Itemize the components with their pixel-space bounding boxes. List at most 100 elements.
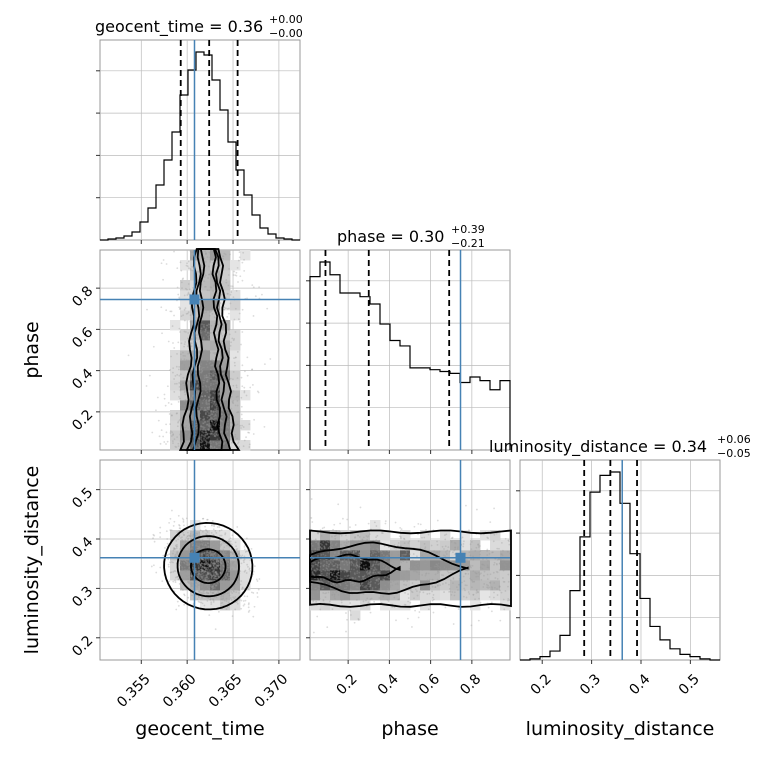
- sample-point: [218, 575, 221, 578]
- sample-point: [233, 553, 236, 556]
- sample-point: [212, 591, 214, 594]
- sample-point: [213, 525, 215, 528]
- sample-point: [236, 602, 239, 605]
- sample-point: [208, 406, 211, 408]
- density-cell: [220, 280, 231, 291]
- density-cell: [350, 610, 361, 621]
- sample-point: [197, 547, 200, 550]
- sample-point: [202, 399, 205, 402]
- sample-point: [198, 405, 201, 408]
- sample-point: [211, 586, 213, 589]
- density-cell: [480, 580, 491, 591]
- sample-point: [242, 559, 245, 562]
- sample-point: [223, 366, 226, 369]
- sample-point: [198, 576, 200, 579]
- sample-point: [212, 440, 215, 443]
- sample-point: [174, 544, 177, 547]
- sample-point: [209, 598, 212, 601]
- sample-point: [229, 562, 231, 565]
- sample-point: [451, 591, 454, 593]
- sample-point: [245, 394, 248, 397]
- sample-point: [330, 535, 333, 538]
- sample-point: [402, 560, 405, 562]
- sample-point: [389, 575, 392, 578]
- sample-point: [217, 563, 220, 566]
- sample-point: [209, 565, 212, 568]
- sample-point: [203, 564, 206, 567]
- sample-point: [408, 553, 411, 556]
- sample-point: [186, 564, 189, 566]
- sample-point: [436, 572, 439, 575]
- sample-point: [235, 386, 238, 389]
- sample-point: [201, 430, 204, 433]
- sample-point: [181, 541, 184, 544]
- sample-point: [346, 597, 349, 599]
- sample-point: [179, 432, 182, 435]
- sample-point: [229, 554, 231, 556]
- density-cell: [170, 420, 181, 431]
- sample-point: [219, 571, 222, 574]
- sample-point: [168, 580, 171, 583]
- sample-point: [444, 538, 447, 541]
- sample-point: [243, 391, 246, 394]
- sample-point: [235, 384, 238, 387]
- sample-point: [227, 437, 230, 440]
- sample-point: [319, 545, 322, 548]
- sample-point: [226, 572, 229, 575]
- sample-point: [167, 401, 170, 404]
- density-cell: [500, 580, 511, 591]
- sample-point: [209, 584, 212, 587]
- density-cell: [350, 590, 361, 601]
- sample-point: [208, 446, 211, 449]
- sample-point: [343, 594, 346, 597]
- density-cell: [410, 590, 421, 601]
- sample-point: [203, 377, 206, 379]
- sample-point: [331, 569, 334, 572]
- sample-point: [221, 420, 224, 423]
- sample-point: [233, 574, 236, 577]
- sample-point: [233, 597, 236, 600]
- sample-point: [357, 539, 360, 542]
- sample-point: [215, 572, 217, 575]
- sample-point: [323, 545, 326, 548]
- sample-point: [205, 403, 208, 406]
- sample-point: [190, 575, 193, 578]
- sample-point: [189, 250, 192, 253]
- sample-point: [507, 539, 510, 542]
- sample-point: [238, 251, 241, 254]
- sample-point: [170, 529, 173, 532]
- sample-point: [209, 553, 212, 556]
- sample-point: [201, 585, 204, 588]
- density-cell: [480, 530, 491, 541]
- sample-point: [198, 436, 201, 439]
- sample-point: [465, 558, 468, 561]
- sample-point: [206, 564, 209, 567]
- sample-point: [212, 374, 214, 377]
- sample-point: [243, 603, 246, 606]
- sample-point: [215, 405, 218, 408]
- sample-point: [237, 552, 240, 555]
- sample-point: [486, 573, 489, 576]
- density-cell: [230, 400, 241, 411]
- sample-point: [312, 561, 315, 564]
- sample-point: [169, 430, 172, 433]
- sample-point: [210, 420, 213, 423]
- sample-point: [232, 552, 234, 555]
- sample-point: [251, 368, 254, 371]
- sample-point: [414, 609, 416, 612]
- sample-point: [365, 571, 368, 574]
- sample-point: [202, 426, 205, 428]
- sample-point: [210, 286, 213, 289]
- sample-point: [220, 562, 223, 565]
- sample-point: [386, 587, 389, 590]
- sample-point: [226, 564, 229, 567]
- sample-point: [206, 592, 209, 595]
- sample-point: [184, 431, 186, 434]
- sample-point: [212, 256, 215, 259]
- sample-point: [208, 399, 210, 402]
- sample-point: [169, 423, 172, 426]
- sample-point: [219, 549, 222, 552]
- density-cell: [200, 370, 211, 381]
- sample-point: [350, 560, 353, 563]
- sample-point: [181, 367, 184, 370]
